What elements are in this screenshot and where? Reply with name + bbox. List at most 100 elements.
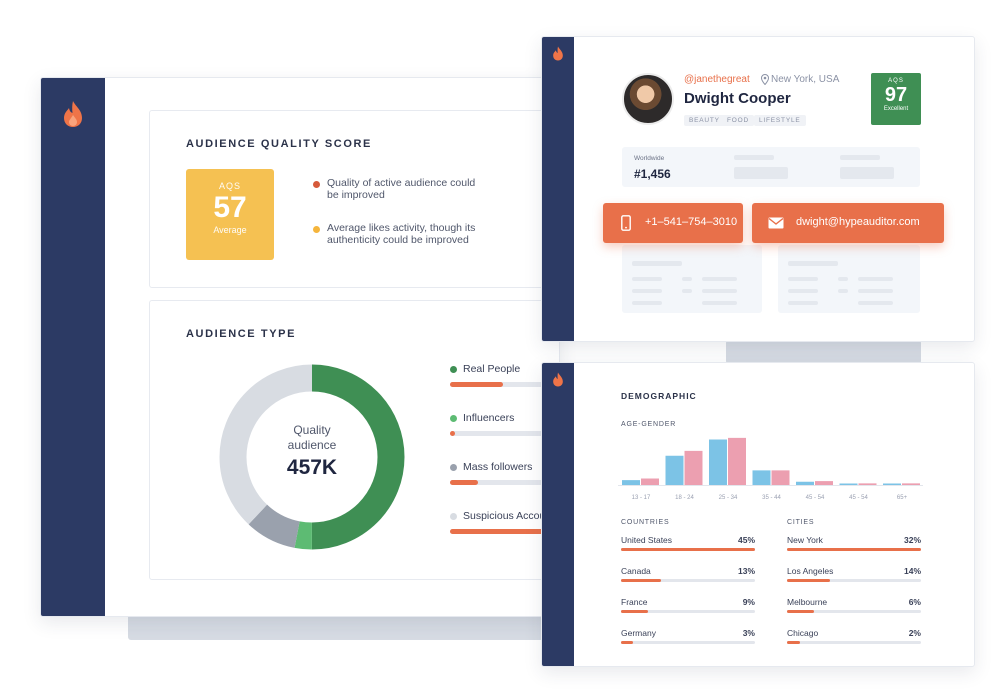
flame-logo-icon: [553, 372, 563, 387]
age-bar-male: [796, 481, 814, 485]
demographic-card: DEMOGRAPHIC AGE-GENDER 13 - 17 18 - 24 25 …: [541, 362, 975, 667]
city-value: 6%: [908, 597, 921, 607]
aqs-score-badge: AQS 57 Average: [186, 169, 274, 260]
profile-aqs-badge: AQS 97 Excellent: [871, 73, 921, 125]
countries-label: COUNTRIES: [621, 519, 670, 526]
city-bar-fill: [787, 610, 814, 613]
rank-placeholder: [840, 167, 894, 179]
email-button[interactable]: dwight@hypeauditor.com: [752, 203, 944, 243]
flame-logo-icon: [64, 101, 82, 127]
age-tick-label: 65+: [897, 495, 908, 501]
profile-tag-lifestyle: LIFESTYLE: [754, 115, 806, 126]
email-address: dwight@hypeauditor.com: [796, 216, 920, 228]
age-bar-female: [858, 483, 877, 485]
rank-placeholder: [734, 155, 774, 160]
age-bar-female: [684, 450, 703, 485]
country-bar-track: [621, 610, 755, 613]
audience-quality-title: AUDIENCE QUALITY SCORE: [186, 138, 372, 150]
main-dashboard-panel: AUDIENCE QUALITY SCORE AQS 57 Average Qu…: [40, 77, 560, 617]
phone-icon: [621, 215, 631, 231]
age-tick-label: 45 - 54: [806, 495, 825, 501]
city-name: Melbourne: [787, 597, 828, 607]
placeholder-line: [702, 301, 737, 305]
legend-dot: [450, 366, 457, 373]
legend-label: Suspicious Accou: [463, 510, 546, 522]
stats-placeholder-left: [622, 245, 762, 313]
placeholder-line: [702, 277, 737, 281]
legend-bar-track: [450, 529, 559, 534]
phone-button[interactable]: +1–541–754–3010: [603, 203, 743, 243]
bullet-dot-2: [313, 226, 320, 233]
country-value: 45%: [737, 535, 755, 545]
legend-bar-fill: [450, 480, 479, 485]
age-bar-female: [728, 437, 746, 485]
city-bar-fill: [787, 579, 830, 582]
age-tick-label: 45 - 54: [849, 495, 868, 501]
audience-quality-panel: AUDIENCE QUALITY SCORE AQS 57 Average Qu…: [149, 110, 559, 288]
legend-label: Real People: [463, 363, 521, 375]
placeholder-line: [788, 289, 818, 293]
age-tick-label: 35 - 44: [762, 495, 781, 501]
country-bar-track: [621, 548, 755, 551]
city-bar-track: [787, 579, 921, 582]
age-gender-chart: 13 - 17 18 - 24 25 - 34 35 - 44 45 - 54 45 - …: [618, 437, 923, 501]
age-bar-female: [771, 470, 790, 485]
placeholder-line: [632, 261, 682, 266]
audience-type-panel: AUDIENCE TYPE Quality audience 457K Real…: [149, 300, 559, 580]
legend-label: Influencers: [463, 412, 515, 424]
rank-value: #1,456: [634, 167, 671, 181]
city-bar-track: [787, 610, 921, 613]
legend-label: Mass followers: [463, 461, 533, 473]
age-bar-male: [709, 439, 727, 485]
city-value: 32%: [903, 535, 921, 545]
donut-center-label-1: Quality: [293, 423, 331, 437]
city-name: Los Angeles: [787, 566, 834, 576]
age-tick-label: 13 - 17: [632, 495, 651, 501]
country-bar-fill: [621, 548, 755, 551]
placeholder-line: [702, 289, 737, 293]
placeholder-line: [838, 277, 848, 281]
age-tick-label: 25 - 34: [719, 495, 738, 501]
placeholder-line: [682, 277, 692, 281]
country-bar-fill: [621, 610, 648, 613]
placeholder-line: [632, 301, 662, 305]
main-sidebar: [41, 78, 105, 616]
profile-handle: @janethegreat: [684, 74, 750, 85]
age-bar-male: [665, 455, 684, 485]
mail-icon: [768, 217, 784, 229]
placeholder-line: [788, 261, 838, 266]
country-value: 13%: [737, 566, 755, 576]
country-bar-track: [621, 641, 755, 644]
country-value: 3%: [742, 628, 755, 638]
quality-bullet-2: Average likes activity, though its authe…: [327, 222, 476, 246]
placeholder-line: [858, 277, 893, 281]
aqs-value: 57: [213, 191, 247, 224]
quality-bullet-1: Quality of active audience could be impr…: [327, 177, 476, 201]
placeholder-line: [632, 289, 662, 293]
cities-label: CITIES: [787, 519, 815, 526]
placeholder-line: [682, 289, 692, 293]
age-bar-male: [752, 470, 771, 485]
placeholder-line: [838, 289, 848, 293]
placeholder-line: [858, 289, 893, 293]
demographic-title: DEMOGRAPHIC: [621, 391, 697, 401]
placeholder-line: [632, 277, 662, 281]
stats-placeholder-right: [778, 245, 920, 313]
age-bar-female: [641, 478, 659, 485]
city-bar-fill: [787, 641, 801, 644]
age-bar-male: [622, 480, 640, 485]
aqs-grade: Average: [213, 225, 247, 235]
audience-donut-chart: [219, 364, 405, 550]
profile-name: Dwight Cooper: [684, 90, 791, 107]
age-bar-female: [902, 483, 920, 485]
donut-center-label-2: audience: [287, 438, 337, 452]
city-bar-track: [787, 548, 921, 551]
aqs-label: AQS: [218, 181, 241, 191]
placeholder-line: [788, 277, 818, 281]
avatar: [622, 73, 674, 125]
legend-dot: [450, 464, 457, 471]
city-bar-track: [787, 641, 921, 644]
audience-type-title: AUDIENCE TYPE: [186, 328, 297, 340]
city-value: 2%: [908, 628, 921, 638]
age-gender-label: AGE-GENDER: [621, 421, 677, 428]
